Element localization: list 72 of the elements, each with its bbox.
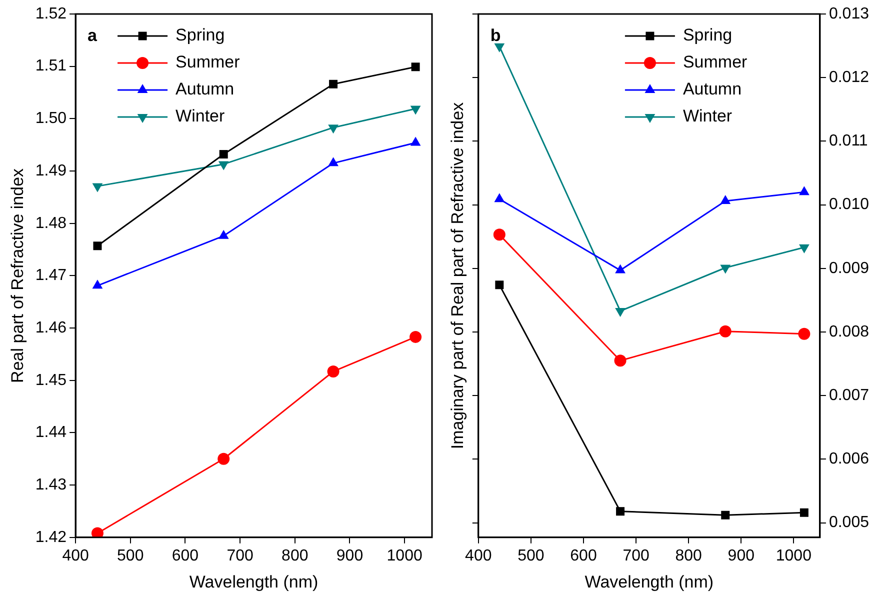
legend-label: Spring (176, 26, 225, 45)
x-tick-label: 600 (570, 547, 597, 564)
y2-tick-label: 0.007 (828, 386, 870, 404)
legend-label: Autumn (176, 80, 234, 99)
annotation: b (490, 26, 501, 46)
point (410, 330, 422, 343)
legend-label: Autumn (682, 80, 742, 99)
x-tick-label: 800 (282, 547, 308, 564)
y-tick-label: 1.50 (35, 110, 67, 128)
legend-label: Winter (682, 106, 732, 126)
y-tick-label: 1.45 (35, 372, 67, 389)
y2-tick-label: 0.012 (828, 69, 870, 86)
y2-tick-label: 0.005 (828, 514, 870, 532)
point (93, 242, 102, 250)
y2-tick-label: 0.008 (828, 323, 870, 340)
y2-tick-label: 0.013 (828, 5, 870, 22)
point (616, 507, 625, 516)
y-tick-label: 1.49 (35, 162, 67, 180)
y2-tick-label: 0.009 (828, 260, 870, 277)
y2-tick-label: 0.011 (828, 132, 868, 150)
y-tick-label: 1.47 (35, 267, 67, 284)
legend-label: Spring (682, 26, 732, 45)
x-tick-label: 1000 (776, 547, 812, 564)
x-axis-title: Wavelength (nm) (584, 572, 714, 592)
y-tick-label: 1.46 (35, 319, 67, 336)
point (494, 43, 505, 52)
x-tick-label: 900 (336, 547, 364, 564)
point (91, 527, 104, 538)
point (219, 150, 228, 159)
point (721, 510, 730, 520)
point (92, 183, 103, 192)
y-tick-label: 1.44 (35, 424, 67, 442)
point (327, 365, 340, 378)
annotation: a (88, 26, 98, 46)
x-axis-title: Wavelength (nm) (189, 572, 318, 592)
y2-tick-label: 0.006 (828, 450, 870, 468)
point (410, 106, 421, 115)
point (411, 62, 420, 72)
x-tick-label: 1000 (386, 547, 422, 564)
x-tick-label: 700 (226, 547, 254, 564)
y-tick-label: 1.48 (35, 214, 67, 232)
y-tick-label: 1.43 (35, 476, 67, 494)
point (328, 124, 338, 134)
x-tick-label: 500 (518, 547, 544, 564)
x-tick-label: 400 (62, 547, 89, 564)
x-tick-label: 900 (728, 547, 755, 564)
point (218, 452, 230, 465)
x-tick-label: 600 (172, 547, 199, 564)
point (329, 80, 338, 88)
y-tick-label: 1.42 (35, 528, 67, 546)
x-tick-label: 400 (465, 547, 492, 564)
point (615, 308, 626, 317)
point (218, 161, 229, 170)
legend-label: Summer (682, 52, 748, 72)
y-axis-title: Real part of Refractive index (8, 168, 27, 383)
legend-label: Summer (176, 52, 240, 72)
y-axis-title: Imaginary part of Real part of Refractive index (448, 102, 467, 450)
x-tick-label: 500 (117, 547, 144, 564)
point (614, 354, 626, 367)
y2-tick-label: 0.010 (828, 196, 870, 214)
y-tick-label: 1.51 (35, 58, 67, 75)
point (799, 244, 810, 254)
point (800, 508, 808, 517)
x-tick-label: 800 (675, 547, 702, 564)
point (719, 325, 732, 338)
point (798, 328, 810, 340)
x-tick-label: 700 (622, 547, 650, 564)
point (495, 280, 504, 290)
y-tick-label: 1.52 (35, 5, 67, 22)
point (720, 264, 731, 274)
point (493, 228, 506, 241)
legend-label: Winter (176, 106, 225, 126)
